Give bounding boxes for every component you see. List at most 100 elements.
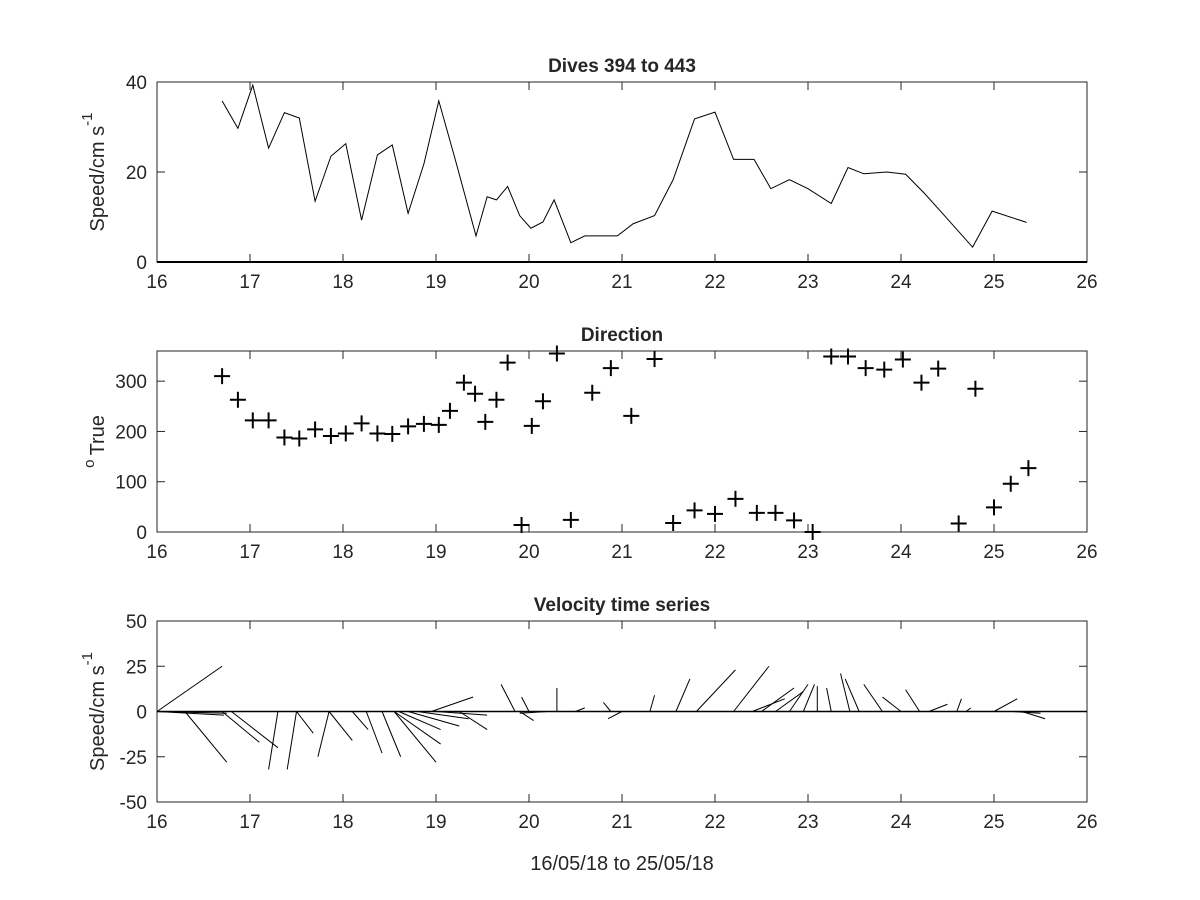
velocity-stick [381,711,402,757]
direction-point [260,412,277,429]
speed-series [157,83,1087,263]
velocity-stick [761,687,795,712]
direction-point [950,515,967,532]
speed-y-axis-label-exponent: -1 [79,113,96,126]
velocity-y-axis-label: Speed/cm s-1 [79,652,109,771]
velocity-stick [519,711,548,714]
velocity-x-tick-label: 20 [518,812,539,833]
velocity-stick [398,711,441,731]
direction-x-tick-label: 22 [704,542,725,563]
velocity-stick [221,711,260,743]
velocity-stick [733,665,770,712]
direction-axis-ticks: 16 17 18 19 20 21 22 23 24 25 26 0 100 200 300 [115,351,1098,563]
direction-y-axis-label-degree: o [81,460,98,468]
direction-point [584,384,601,401]
direction-point [823,348,840,365]
velocity-stick [863,684,883,712]
velocity-stick [844,678,860,712]
direction-x-tick-label: 26 [1076,542,1097,563]
velocity-y-tick-label: 50 [126,612,147,633]
velocity-stick [407,711,460,727]
velocity-stick [231,711,279,749]
velocity-x-tick-label: 21 [611,812,632,833]
direction-point [430,416,447,433]
direction-point [229,391,246,408]
direction-point [562,511,579,528]
direction-point [876,361,893,378]
velocity-stick [993,698,1018,712]
direction-point [1002,475,1019,492]
direction-point [857,360,874,377]
velocity-stick [156,711,227,714]
velocity-x-tick-label: 18 [332,812,353,833]
velocity-stick [788,684,809,712]
direction-point [748,504,765,521]
velocity-stick [826,687,832,712]
direction-point [623,407,640,424]
velocity-stick [965,707,972,712]
speed-x-tick-label: 18 [332,272,353,293]
direction-point [665,514,682,531]
velocity-stick [840,673,851,712]
velocity-axis-ticks: 16 17 18 19 20 21 22 23 24 25 26 -50 -25 0 25 50 [120,612,1098,833]
direction-point [467,385,484,402]
direction-series [214,345,1037,540]
direction-point [276,429,293,446]
direction-point [214,368,231,385]
direction-point [727,490,744,507]
direction-x-tick-label: 17 [239,542,260,563]
direction-point [353,415,370,432]
velocity-y-axis-label-exponent: -1 [79,652,96,665]
direction-point [523,417,540,434]
direction-point [967,380,984,397]
velocity-x-tick-label: 16 [146,812,167,833]
velocity-stick [575,707,585,712]
velocity-stick [1021,711,1046,720]
velocity-stick [928,703,948,712]
direction-point [646,351,663,368]
speed-x-tick-label: 23 [797,272,818,293]
speed-line [221,83,1027,249]
direction-panel: Direction 16 17 18 19 20 21 22 23 24 25 26 0 100 200 3… [81,325,1098,563]
velocity-stick [268,711,279,770]
direction-point [804,524,821,540]
direction-point [548,345,565,362]
velocity-x-tick-label: 25 [983,812,1004,833]
velocity-stick [286,711,297,770]
velocity-stick [882,696,902,712]
direction-point [913,374,930,391]
direction-point [499,354,516,371]
direction-x-tick-label: 20 [518,542,539,563]
velocity-stick [351,711,369,730]
velocity-x-tick-label: 24 [890,812,912,833]
direction-y-tick-label: 100 [115,473,147,494]
velocity-stick [675,678,691,712]
direction-point [415,415,432,432]
velocity-stick [521,696,530,712]
speed-x-tick-label: 19 [425,272,446,293]
velocity-x-tick-label: 19 [425,812,446,833]
direction-x-tick-label: 23 [797,542,818,563]
velocity-stick [296,711,314,734]
direction-x-tick-label: 16 [146,542,167,563]
velocity-stick [393,711,441,745]
direction-x-tick-label: 21 [611,542,632,563]
speed-x-tick-label: 20 [518,272,539,293]
direction-y-tick-label: 200 [115,422,147,443]
velocity-y-tick-label: -50 [120,793,147,814]
speed-x-tick-label: 25 [983,272,1004,293]
direction-point [455,374,472,391]
speed-x-tick-label: 16 [146,272,167,293]
velocity-stick [458,711,488,731]
velocity-stick [156,665,223,712]
speed-y-tick-label: 0 [136,253,147,274]
direction-x-tick-label: 25 [983,542,1004,563]
direction-point [307,421,324,438]
velocity-stick [393,711,437,763]
velocity-stick [696,669,736,712]
velocity-stick [956,698,962,712]
direction-x-tick-label: 24 [890,542,912,563]
direction-point [1020,460,1037,477]
